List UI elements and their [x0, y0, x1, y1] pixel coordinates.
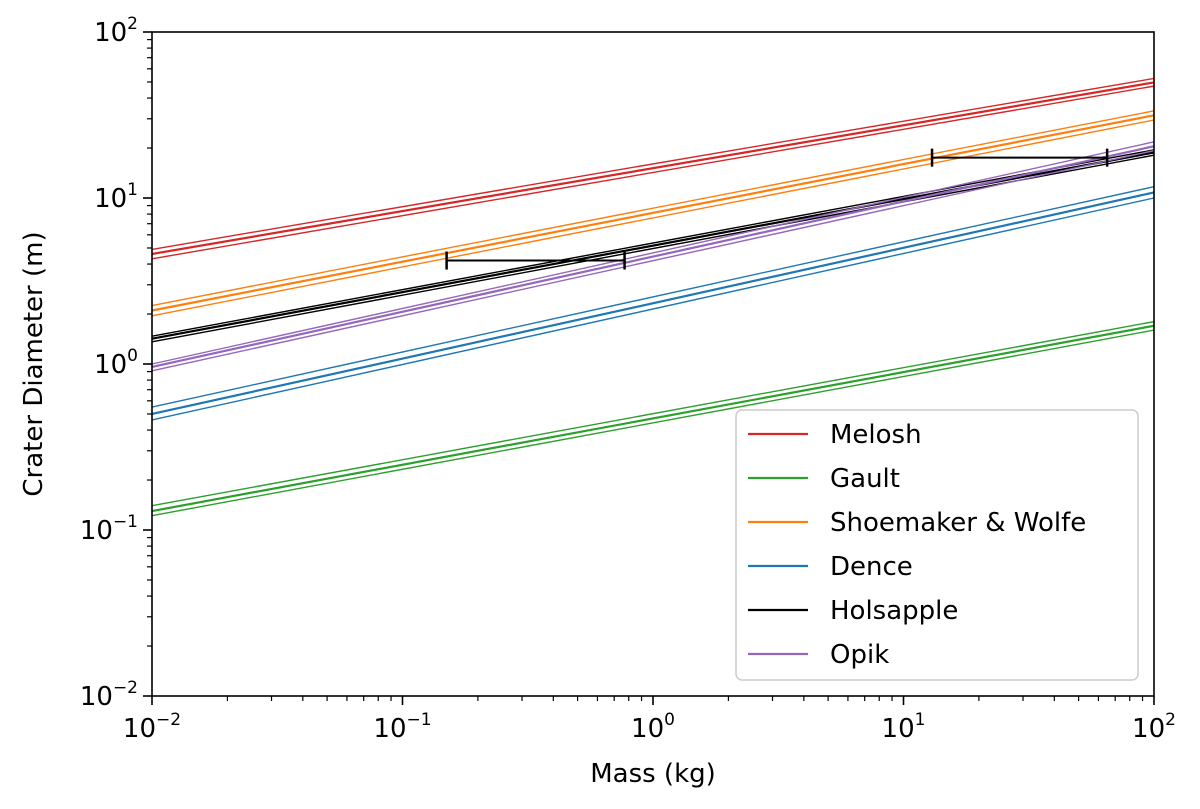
- series-line-shoemaker-wolfe-0: [151, 110, 1155, 307]
- legend-label: Melosh: [830, 420, 922, 450]
- legend-entry-holsapple: Holsapple: [748, 596, 958, 626]
- x-tick-label: 100: [631, 710, 675, 744]
- series-layer: [151, 77, 1155, 517]
- y-axis-title: Crater Diameter (m): [19, 231, 49, 496]
- series-line-opik-2: [151, 149, 1155, 372]
- legend-label: Opik: [830, 640, 889, 670]
- series-line-dence-1: [151, 191, 1155, 416]
- series-line-melosh-0: [151, 77, 1155, 251]
- series-line-gault-0: [151, 320, 1155, 507]
- series-line-opik-1: [151, 145, 1155, 369]
- legend: Melosh Gault Shoemaker & Wolfe Dence Hol…: [735, 409, 1139, 681]
- x-tick-label: 101: [882, 710, 926, 744]
- legend-entry-melosh: Melosh: [748, 420, 922, 450]
- series-line-melosh-1: [151, 81, 1155, 256]
- series-line-shoemaker-wolfe-1: [151, 114, 1155, 312]
- y-tick-label: 10−1: [80, 512, 138, 546]
- legend-entry-opik: Opik: [748, 640, 889, 670]
- legend-entry-gault: Gault: [748, 464, 900, 494]
- x-tick-label: 10−1: [373, 710, 431, 744]
- legend-label: Shoemaker & Wolfe: [830, 508, 1086, 538]
- legend-label: Holsapple: [830, 596, 958, 626]
- series-line-gault-1: [151, 324, 1155, 513]
- series-line-dence-0: [151, 185, 1155, 408]
- legend-entry-shoemaker-wolfe: Shoemaker & Wolfe: [748, 508, 1086, 538]
- series-line-holsapple-0: [151, 149, 1155, 337]
- errorbar-layer: [445, 148, 1109, 270]
- legend-box: [735, 409, 1139, 681]
- x-axis-title: Mass (kg): [590, 759, 716, 789]
- series-line-holsapple-2: [151, 154, 1155, 343]
- series-line-shoemaker-wolfe-2: [151, 119, 1155, 317]
- x-tick-label: 10−2: [123, 710, 181, 744]
- series-line-dence-2: [151, 197, 1155, 421]
- y-tick-label: 100: [94, 346, 138, 380]
- y-tick-label: 101: [94, 180, 138, 214]
- error-bar-1: [930, 148, 1109, 167]
- error-bar-0: [445, 251, 626, 270]
- y-tick-label: 102: [94, 14, 138, 48]
- legend-entry-dence: Dence: [748, 552, 913, 582]
- y-tick-label: 10−2: [80, 678, 138, 712]
- legend-label: Dence: [830, 552, 913, 582]
- legend-label: Gault: [830, 464, 900, 494]
- x-tick-label: 102: [1132, 710, 1176, 744]
- tick-layer: 10−2 10−1 100 101 102 10−2 10−1 100 101 102: [80, 14, 1176, 744]
- series-line-melosh-2: [151, 85, 1155, 260]
- series-line-opik-0: [151, 141, 1155, 365]
- series-line-gault-2: [151, 329, 1155, 517]
